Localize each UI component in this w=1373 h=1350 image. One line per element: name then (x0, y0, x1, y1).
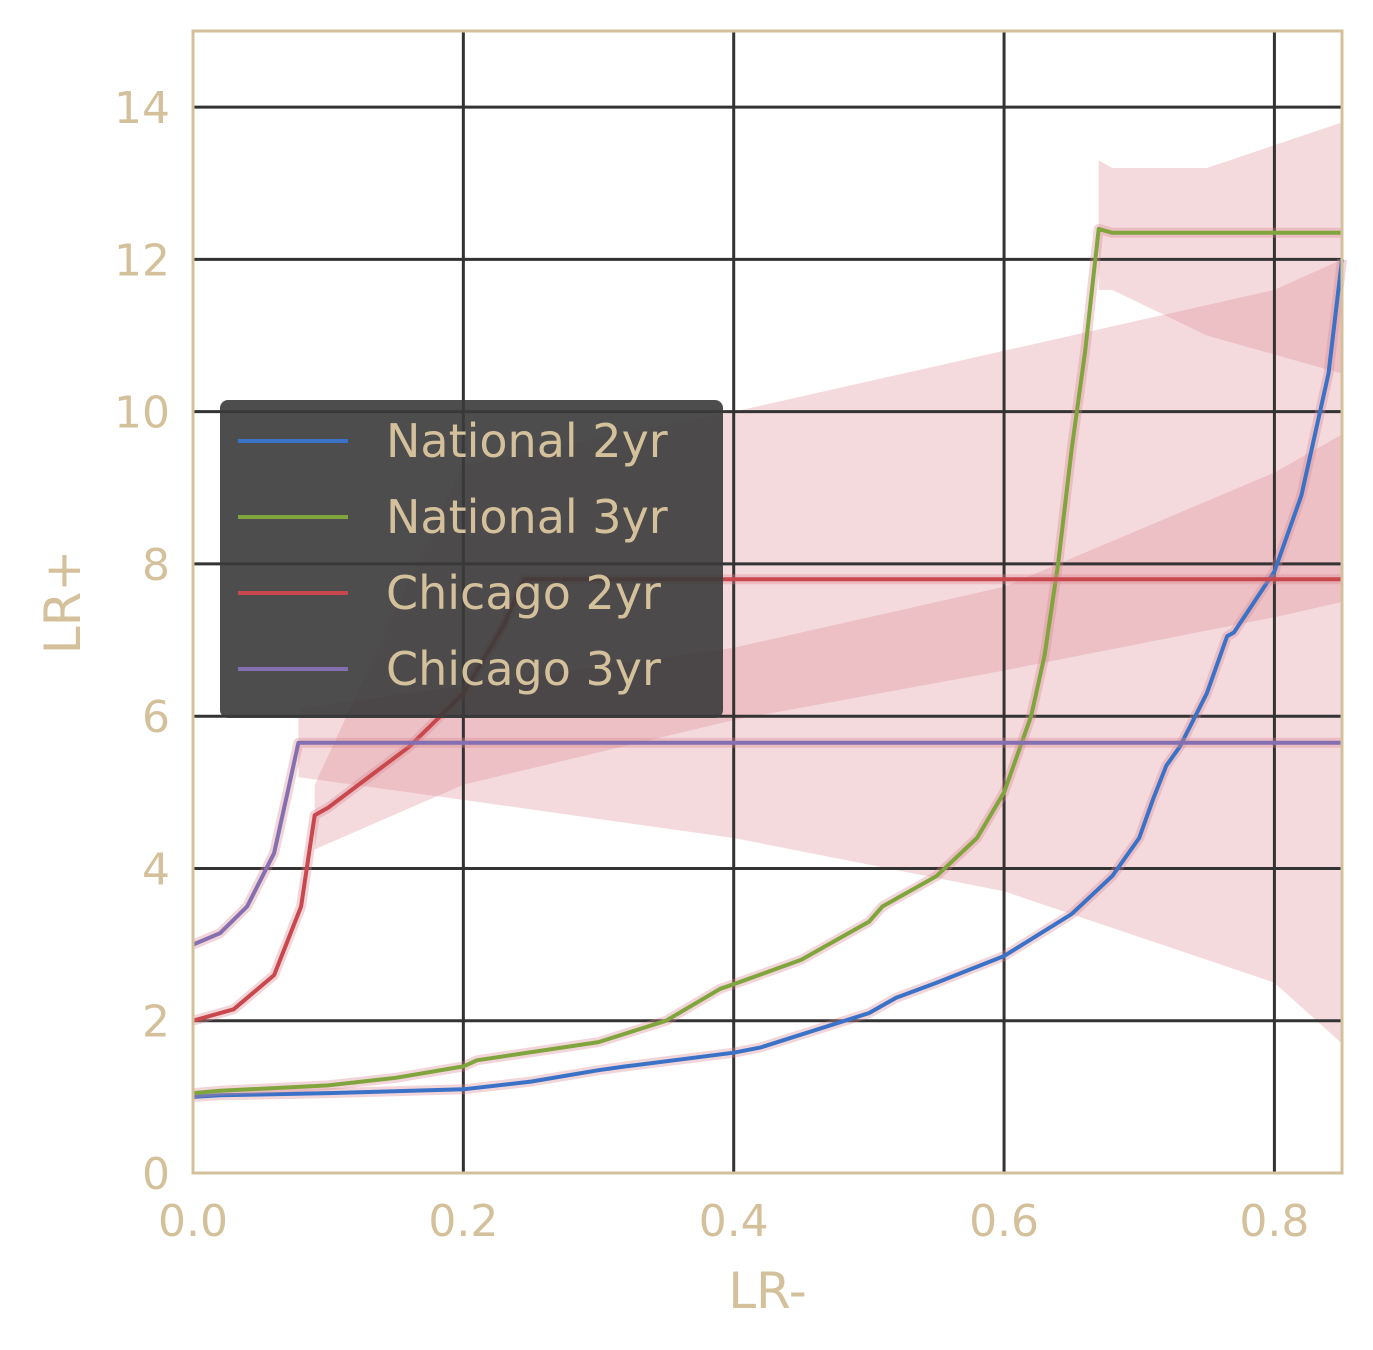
y-tick-label-4: 8 (142, 540, 170, 591)
band-2 (298, 434, 1342, 1044)
x-tick-label-2: 0.4 (699, 1196, 769, 1247)
x-tick-label-3: 0.6 (969, 1196, 1039, 1247)
plot-frame (191, 29, 1344, 1175)
x-tick-labels: 0.0 0.2 0.4 0.6 0.8 (158, 1196, 1309, 1247)
legend: National 2yr National 3yr Chicago 2yr Chica… (220, 400, 723, 718)
y-tick-labels: 0 2 4 6 8 10 12 14 (114, 83, 170, 1200)
legend-label-2: National 3yr (386, 490, 668, 544)
y-tick-label-6: 12 (114, 235, 170, 286)
y-tick-label-5: 10 (114, 388, 170, 439)
y-tick-label-0: 0 (142, 1149, 170, 1200)
legend-label-1: National 2yr (386, 414, 668, 468)
legend-label-4: Chicago 3yr (386, 642, 661, 696)
series-line-1 (192, 259, 1344, 1099)
band-3 (1098, 122, 1342, 374)
legend-background (220, 400, 723, 718)
legend-label-3: Chicago 2yr (386, 566, 661, 620)
y-tick-label-2: 4 (142, 844, 170, 895)
x-tick-label-1: 0.2 (428, 1196, 498, 1247)
series-lines (191, 223, 1347, 1102)
y-axis-label: LR+ (34, 550, 92, 655)
y-tick-label-1: 2 (142, 997, 170, 1048)
y-tick-label-7: 14 (114, 83, 170, 134)
series-line-2 (192, 226, 1342, 1096)
x-tick-label-0: 0.0 (158, 1196, 228, 1247)
y-tick-label-3: 6 (142, 692, 170, 743)
series-line-4 (192, 740, 1342, 947)
x-axis-label: LR- (728, 1262, 807, 1320)
x-tick-label-4: 0.8 (1239, 1196, 1309, 1247)
